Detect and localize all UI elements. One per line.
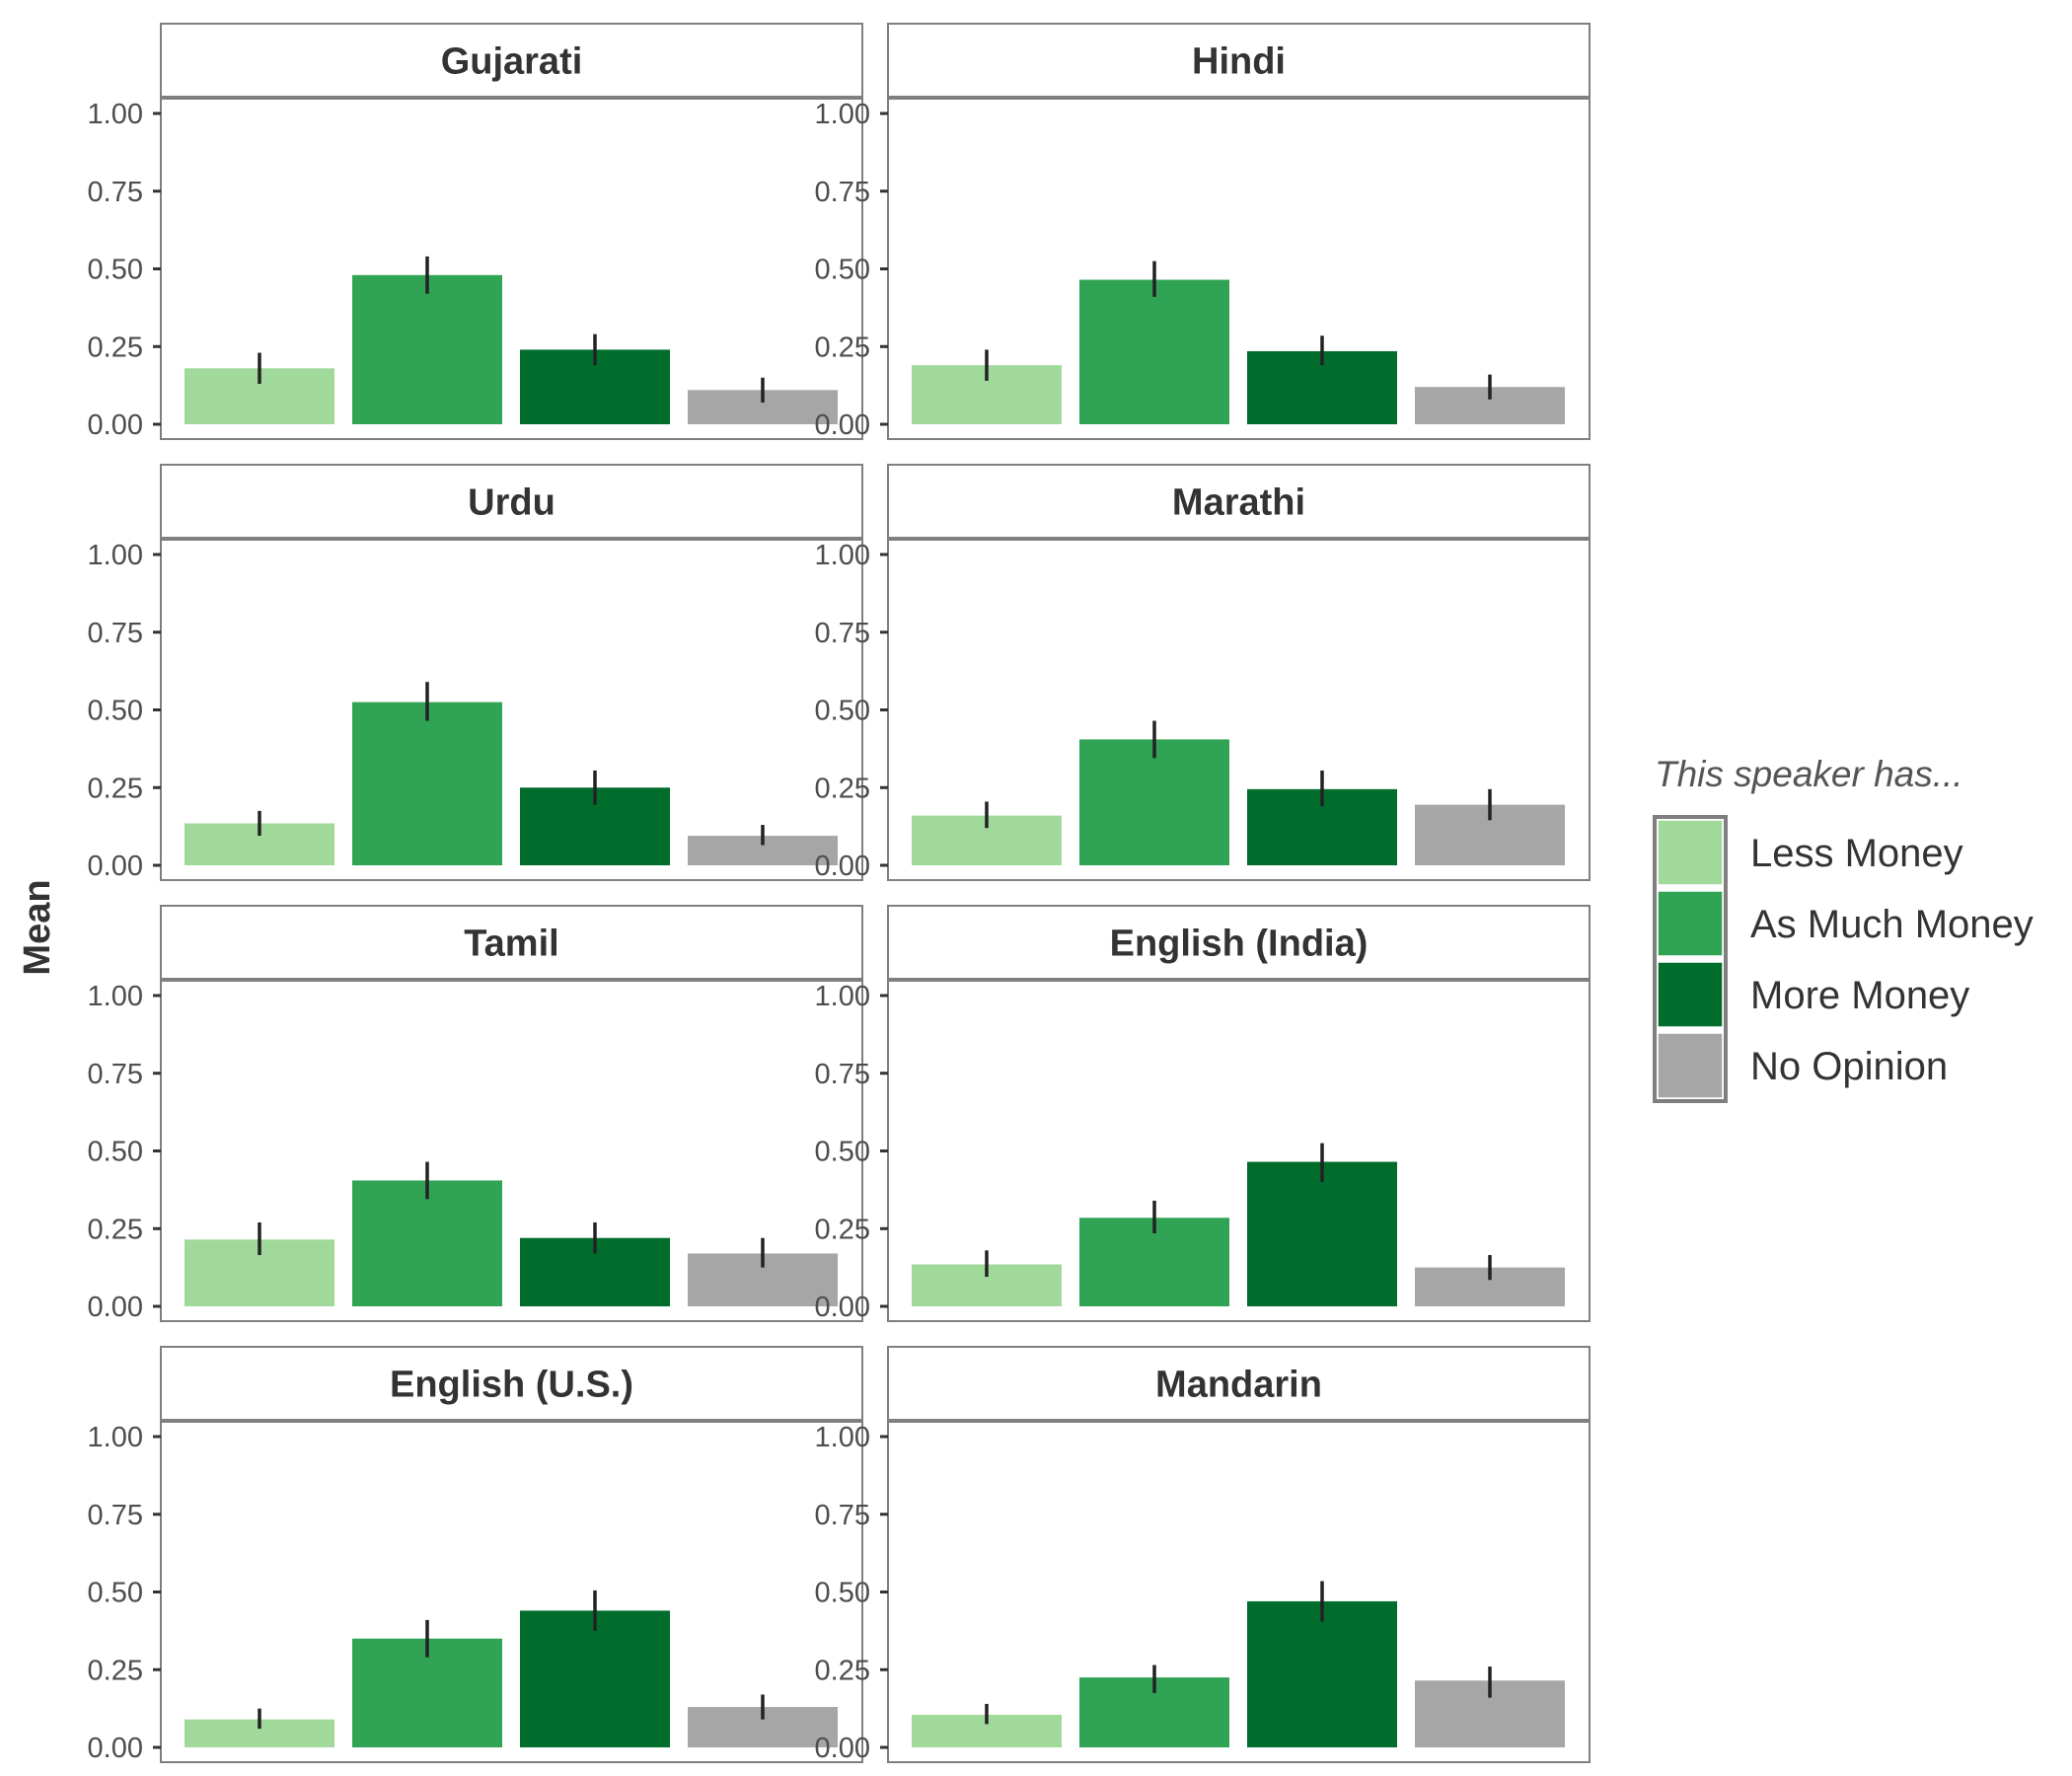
y-tick-label: 0.50 bbox=[88, 1578, 143, 1609]
facet-title: Mandarin bbox=[1155, 1365, 1322, 1406]
y-tick-label: 0.75 bbox=[815, 618, 870, 649]
y-tick-label: 0.75 bbox=[88, 618, 143, 649]
y-tick-label: 0.50 bbox=[88, 1137, 143, 1168]
chart-panels: Gujarati 0.00 0.25 0.50 0.75 1.00 Hindi 0.00 0.2… bbox=[88, 23, 1591, 1764]
facet-title: Urdu bbox=[468, 482, 555, 524]
bar-as-much-money bbox=[352, 274, 502, 424]
y-tick-label: 0.00 bbox=[815, 1733, 870, 1764]
y-tick-label: 0.25 bbox=[815, 332, 870, 363]
legend-label: Less Money bbox=[1750, 832, 1963, 875]
y-tick-label: 0.50 bbox=[88, 255, 143, 286]
facet-strip bbox=[887, 905, 1591, 981]
legend-title: This speaker has... bbox=[1655, 754, 1963, 794]
y-tick-label: 0.25 bbox=[815, 773, 870, 804]
facet-panel: Tamil 0.00 0.25 0.50 0.75 1.00 bbox=[88, 905, 863, 1323]
bar-more-money bbox=[1247, 1161, 1397, 1306]
y-tick-label: 0.25 bbox=[815, 1214, 870, 1245]
y-tick-label: 0.00 bbox=[815, 409, 870, 441]
y-tick-label: 0.25 bbox=[88, 332, 143, 363]
y-tick-label: 1.00 bbox=[815, 1422, 870, 1453]
legend-label: No Opinion bbox=[1750, 1045, 1948, 1088]
bar-more-money bbox=[520, 1610, 670, 1747]
facet-title: Gujarati bbox=[441, 41, 583, 83]
facet-panel: English (India) 0.00 0.25 0.50 0.75 1.00 bbox=[815, 905, 1591, 1323]
legend-items: Less Money As Much Money More Money No Opin… bbox=[1653, 815, 2034, 1103]
y-tick-label: 0.50 bbox=[815, 1578, 870, 1609]
y-tick-label: 0.50 bbox=[815, 1137, 870, 1168]
facet-panel: Hindi 0.00 0.25 0.50 0.75 1.00 bbox=[815, 23, 1591, 441]
y-tick-label: 1.00 bbox=[88, 99, 143, 130]
facet-strip bbox=[160, 23, 863, 99]
legend-swatch bbox=[1657, 819, 1724, 886]
facet-title: Marathi bbox=[1172, 482, 1305, 524]
legend: This speaker has... Less Money As Much Mo… bbox=[1653, 754, 2034, 1103]
y-tick-label: 1.00 bbox=[815, 540, 870, 571]
y-tick-label: 0.00 bbox=[88, 1292, 143, 1323]
legend-swatch bbox=[1657, 1032, 1724, 1099]
bar-as-much-money bbox=[1079, 279, 1229, 424]
facet-title: Tamil bbox=[464, 924, 558, 965]
bar-as-much-money bbox=[352, 1180, 502, 1306]
y-tick-label: 0.00 bbox=[815, 851, 870, 882]
y-tick-label: 0.00 bbox=[815, 1292, 870, 1323]
y-axis-label: Mean bbox=[17, 879, 58, 975]
bar-as-much-money bbox=[1079, 739, 1229, 865]
facet-strip bbox=[160, 1346, 863, 1422]
y-tick-label: 0.00 bbox=[88, 1733, 143, 1764]
y-tick-label: 0.50 bbox=[815, 255, 870, 286]
facet-title: English (India) bbox=[1110, 924, 1369, 965]
y-tick-label: 0.25 bbox=[88, 1655, 143, 1686]
legend-label: As Much Money bbox=[1750, 903, 2034, 946]
facet-title: English (U.S.) bbox=[390, 1365, 633, 1406]
facet-title: Hindi bbox=[1192, 41, 1286, 83]
y-tick-label: 0.75 bbox=[88, 177, 143, 208]
facet-strip bbox=[160, 464, 863, 540]
facet-strip bbox=[887, 1346, 1591, 1422]
bar-as-much-money bbox=[352, 702, 502, 865]
y-tick-label: 1.00 bbox=[88, 540, 143, 571]
legend-label: More Money bbox=[1750, 974, 1969, 1017]
y-tick-label: 0.75 bbox=[88, 1059, 143, 1090]
y-tick-label: 0.25 bbox=[88, 773, 143, 804]
y-tick-label: 1.00 bbox=[815, 99, 870, 130]
facet-panel: Mandarin 0.00 0.25 0.50 0.75 1.00 bbox=[815, 1346, 1591, 1764]
legend-swatch bbox=[1657, 961, 1724, 1028]
y-tick-label: 0.50 bbox=[815, 696, 870, 727]
facet-panel: Urdu 0.00 0.25 0.50 0.75 1.00 bbox=[88, 464, 863, 882]
y-tick-label: 1.00 bbox=[88, 1422, 143, 1453]
y-tick-label: 1.00 bbox=[88, 981, 143, 1012]
facet-strip bbox=[887, 464, 1591, 540]
y-tick-label: 0.25 bbox=[815, 1655, 870, 1686]
facet-panel: English (U.S.) 0.00 0.25 0.50 0.75 1.00 bbox=[88, 1346, 863, 1764]
legend-swatch bbox=[1657, 890, 1724, 957]
bar-more-money bbox=[1247, 1600, 1397, 1747]
y-tick-label: 0.50 bbox=[88, 696, 143, 727]
y-tick-label: 0.75 bbox=[88, 1500, 143, 1531]
y-tick-label: 0.00 bbox=[88, 851, 143, 882]
facet-panel: Marathi 0.00 0.25 0.50 0.75 1.00 bbox=[815, 464, 1591, 882]
facet-panel: Gujarati 0.00 0.25 0.50 0.75 1.00 bbox=[88, 23, 863, 441]
y-tick-label: 0.75 bbox=[815, 1500, 870, 1531]
y-tick-label: 0.00 bbox=[88, 409, 143, 441]
y-tick-label: 0.75 bbox=[815, 177, 870, 208]
y-tick-label: 1.00 bbox=[815, 981, 870, 1012]
y-tick-label: 0.75 bbox=[815, 1059, 870, 1090]
y-tick-label: 0.25 bbox=[88, 1214, 143, 1245]
